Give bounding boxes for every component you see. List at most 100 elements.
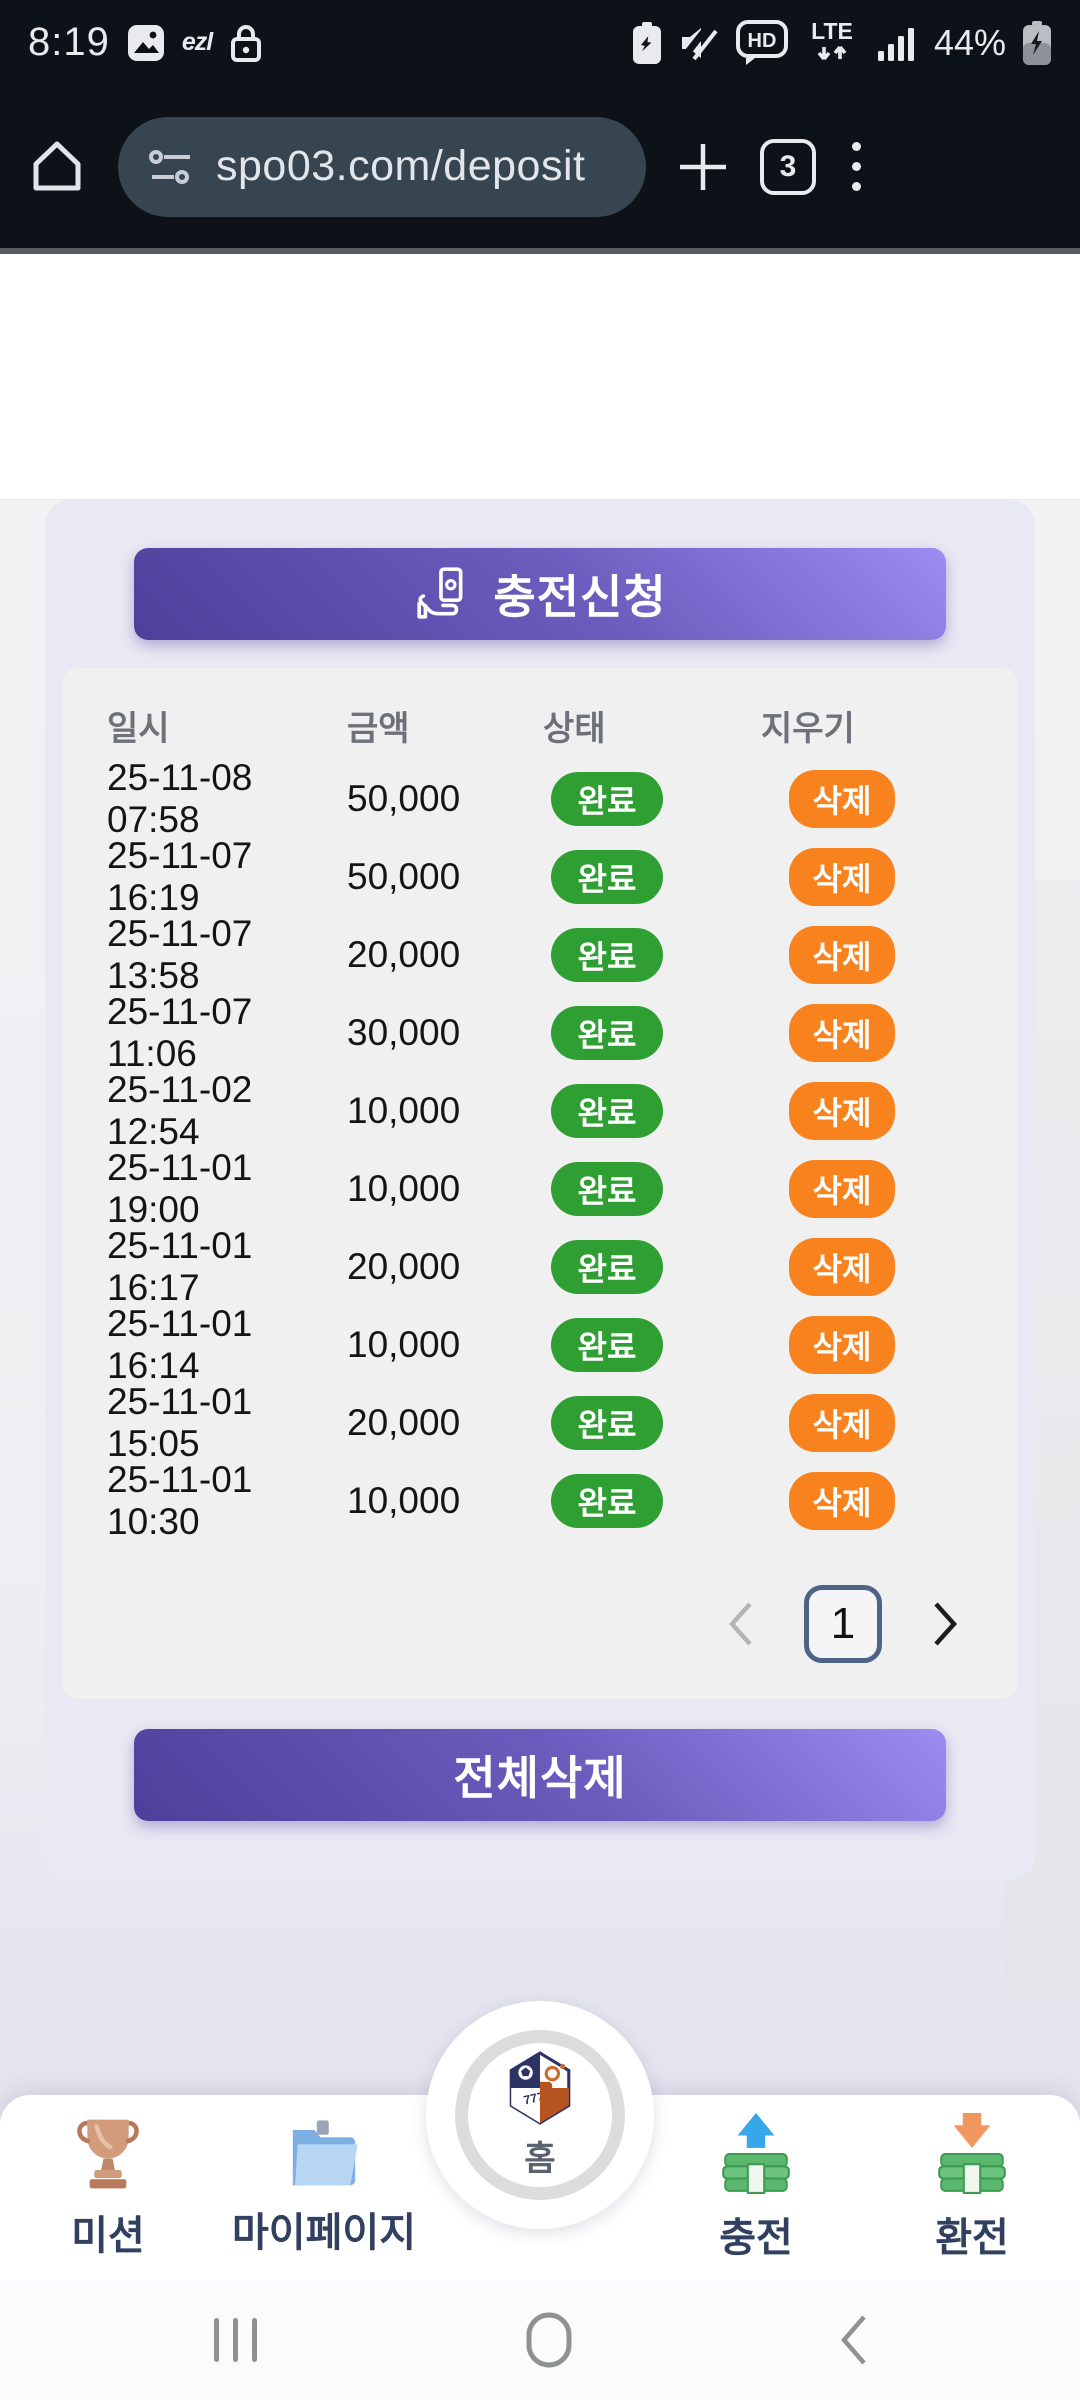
notification-ezl-icon: ezl [181,28,213,56]
col-header-delete: 지우기 [761,709,855,748]
money-deposit-icon [722,2112,790,2194]
table-row: 25-11-01 10:30 10,000 완료 삭제 [62,1459,1018,1542]
row-datetime: 25-11-01 15:05 [107,1381,253,1464]
row-amount: 10,000 [347,1090,461,1131]
table-row: 25-11-07 13:58 20,000 완료 삭제 [62,913,1018,996]
status-badge: 완료 [551,1162,663,1216]
nav-label-mission: 미션 [71,2213,145,2258]
money-withdraw-icon [938,2112,1006,2194]
delete-row-button[interactable]: 삭제 [789,1082,895,1140]
status-badge: 완료 [551,1006,663,1060]
svg-text:777: 777 [522,2089,545,2107]
recents-icon [214,2318,257,2362]
delete-row-button[interactable]: 삭제 [789,770,895,828]
row-datetime: 25-11-08 07:58 [107,757,253,840]
battery-saver-icon [632,21,661,64]
svg-text:HD: HD [747,30,776,52]
row-amount: 50,000 [347,778,461,819]
row-amount: 20,000 [347,934,461,975]
delete-row-button[interactable]: 삭제 [789,1394,895,1452]
row-amount: 20,000 [347,1246,461,1287]
delete-all-button[interactable]: 전체삭제 [134,1729,946,1821]
col-header-status: 상태 [543,709,606,748]
delete-row-button[interactable]: 삭제 [789,848,895,906]
row-amount: 10,000 [347,1168,461,1209]
status-badge: 완료 [551,1474,663,1528]
table-row: 25-11-07 16:19 50,000 완료 삭제 [62,835,1018,918]
home-ring: 777 홈 [455,2030,625,2200]
deposit-card: 충전신청 일시 금액 상태 지우기 25-11-08 07:58 50,000 완료… [45,500,1035,1881]
row-amount: 10,000 [347,1324,461,1365]
battery-percent: 44% [933,21,1006,63]
row-amount: 10,000 [347,1480,461,1521]
deposit-request-label: 충전신청 [493,571,667,623]
hand-money-icon [417,567,463,619]
row-amount: 50,000 [347,856,461,897]
row-datetime: 25-11-07 16:19 [107,835,253,918]
battery-charging-icon [1023,20,1051,65]
home-icon [33,141,81,190]
status-bar: 8:19 ezl [0,0,1080,85]
home-android-button[interactable] [525,2311,573,2369]
nav-item-deposit[interactable]: 충전 [648,2095,864,2280]
site-settings-icon [149,149,190,184]
delete-row-button[interactable]: 삭제 [789,1238,895,1296]
home-pill-icon [526,2312,572,2368]
nav-item-withdraw[interactable]: 환전 [864,2095,1080,2280]
back-button[interactable] [836,2313,870,2367]
site-badge-icon: 777 [509,2050,571,2125]
url-bar[interactable]: spo03.com/deposit [118,116,646,217]
new-tab-button[interactable] [676,140,730,194]
android-navbar [0,2280,1080,2400]
row-amount: 20,000 [347,1402,461,1443]
browser-toolbar: spo03.com/deposit 3 [0,85,1080,248]
row-datetime: 25-11-07 13:58 [107,913,253,996]
nav-label-home: 홈 [524,2139,556,2178]
delete-row-button[interactable]: 삭제 [789,1160,895,1218]
previous-page-button[interactable] [724,1598,758,1650]
current-page-button[interactable]: 1 [804,1585,882,1663]
browser-home-button[interactable] [26,136,88,198]
delete-row-button[interactable]: 삭제 [789,1004,895,1062]
browser-menu-button[interactable] [846,136,867,197]
row-datetime: 25-11-07 11:06 [107,991,253,1074]
next-page-button[interactable] [928,1598,962,1650]
row-amount: 30,000 [347,1012,461,1053]
hd-voice-icon: HD [735,19,788,65]
status-badge: 완료 [551,772,663,826]
nav-item-mypage[interactable]: 마이페이지 [216,2095,432,2280]
nav-item-mission[interactable]: 미션 [0,2095,216,2280]
site-header: 스포비즈 스포츠 베팅 존 0 RP 0 [0,254,1080,661]
table-row: 25-11-01 16:14 10,000 완료 삭제 [62,1303,1018,1386]
nav-label-mypage: 마이페이지 [232,2210,416,2255]
delete-row-button[interactable]: 삭제 [789,1316,895,1374]
delete-row-button[interactable]: 삭제 [789,1472,895,1530]
row-datetime: 25-11-01 16:17 [107,1225,253,1308]
deposit-request-button[interactable]: 충전신청 [134,548,946,640]
lte-network-icon: LTE [811,19,853,60]
delete-row-button[interactable]: 삭제 [789,926,895,984]
col-header-amount: 금액 [347,709,410,748]
status-badge: 완료 [551,1084,663,1138]
folder-icon [292,2119,358,2185]
pagination: 1 [62,1579,962,1669]
nav-home-button[interactable]: 777 홈 [426,2001,654,2229]
chevron-right-icon [934,1602,958,1646]
tab-switcher-button[interactable]: 3 [760,138,816,195]
page-content: 충전신청 일시 금액 상태 지우기 25-11-08 07:58 50,000 완료… [0,500,1080,2400]
deposit-history-panel: 일시 금액 상태 지우기 25-11-08 07:58 50,000 완료 삭제 25-… [62,668,1018,1699]
svg-text:LTE: LTE [811,19,853,44]
clock: 8:19 [28,20,110,64]
url-text: spo03.com/deposit [216,142,586,190]
recents-button[interactable] [210,2316,262,2364]
nav-label-deposit: 충전 [719,2215,793,2260]
table-row: 25-11-01 15:05 20,000 완료 삭제 [62,1381,1018,1464]
delete-all-label: 전체삭제 [453,1752,627,1804]
back-chevron-icon [841,2315,866,2365]
signal-strength-icon [877,27,914,61]
status-badge: 완료 [551,928,663,982]
nav-label-withdraw: 환전 [935,2215,1009,2260]
table-row: 25-11-02 12:54 10,000 완료 삭제 [62,1069,1018,1152]
table-row: 25-11-01 16:17 20,000 완료 삭제 [62,1225,1018,1308]
table-header-row: 일시 금액 상태 지우기 [62,693,1018,757]
